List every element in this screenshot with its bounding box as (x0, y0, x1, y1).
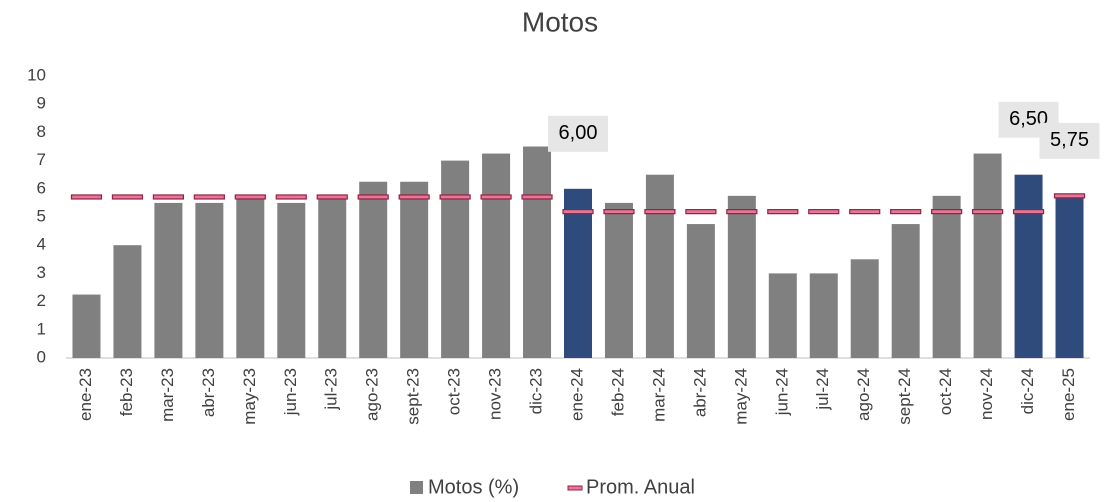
x-tick-label: nov-24 (977, 368, 996, 420)
bar (891, 224, 920, 358)
bar (482, 153, 511, 358)
bar (523, 146, 552, 358)
y-tick-label: 1 (37, 319, 46, 338)
average-marker (767, 209, 799, 215)
bar (318, 195, 347, 358)
value-label-box (548, 115, 608, 152)
bar (604, 202, 633, 358)
x-tick-label: jul-23 (322, 368, 341, 411)
y-tick-label: 9 (37, 94, 46, 113)
average-marker (890, 209, 922, 215)
x-tick-label: jun-23 (281, 368, 300, 416)
bar (973, 153, 1002, 358)
bar (768, 273, 797, 358)
value-label: 6,00 (559, 122, 598, 144)
bar (686, 224, 715, 358)
y-tick-label: 2 (37, 291, 46, 310)
chart-title: Motos (522, 6, 598, 37)
average-marker (644, 209, 676, 215)
legend-label: Motos (%) (428, 476, 519, 498)
average-marker (398, 194, 430, 200)
average-marker (193, 194, 225, 200)
bar (72, 294, 101, 358)
x-tick-label: mar-24 (649, 368, 668, 422)
legend-label: Prom. Anual (586, 476, 695, 498)
average-marker (70, 194, 103, 200)
bar (400, 181, 429, 358)
x-tick-label: dic-23 (527, 368, 546, 414)
x-tick-label: ago-23 (363, 368, 382, 421)
value-label: 5,75 (1050, 129, 1089, 151)
average-marker (439, 194, 471, 200)
x-tick-label: abr-24 (690, 368, 709, 417)
x-tick-label: dic-24 (1018, 368, 1037, 414)
average-marker (808, 209, 840, 215)
y-tick-label: 7 (37, 150, 46, 169)
legend-swatch (567, 485, 583, 491)
x-tick-label: mar-23 (158, 368, 177, 422)
average-marker (603, 209, 635, 215)
y-tick-label: 6 (37, 178, 46, 197)
y-tick-label: 5 (37, 206, 46, 225)
x-tick-label: ago-24 (854, 368, 873, 421)
bar (113, 245, 142, 358)
average-marker (152, 194, 184, 200)
bar (154, 202, 183, 358)
y-tick-label: 3 (37, 263, 46, 282)
average-marker (1053, 193, 1086, 199)
bar (809, 273, 838, 358)
average-marker (521, 194, 553, 200)
average-marker (562, 209, 594, 215)
average-marker (357, 194, 389, 200)
average-marker (1012, 209, 1045, 215)
x-tick-label: jun-24 (772, 368, 791, 416)
bar (1014, 174, 1043, 358)
x-tick-label: nov-23 (486, 368, 505, 420)
x-tick-label: sept-23 (404, 368, 423, 425)
bar (564, 188, 592, 358)
x-tick-label: ene-25 (1059, 368, 1078, 421)
x-tick-label: jul-24 (813, 368, 832, 411)
bar (277, 202, 306, 358)
y-tick-label: 0 (37, 347, 46, 366)
legend-swatch (410, 481, 423, 494)
x-tick-label: ene-23 (76, 368, 95, 421)
x-tick-label: oct-24 (936, 368, 955, 415)
y-tick-label: 10 (27, 65, 46, 84)
bar (932, 195, 961, 358)
average-marker (480, 194, 512, 200)
average-marker (971, 209, 1004, 215)
average-marker (234, 194, 266, 200)
bar (1055, 195, 1084, 358)
bar (441, 160, 470, 358)
bar (359, 181, 388, 358)
x-tick-label: may-23 (240, 368, 259, 425)
average-marker (685, 209, 717, 215)
average-marker (931, 209, 963, 215)
bar (727, 195, 756, 358)
x-tick-label: may-24 (731, 368, 750, 425)
x-tick-label: feb-23 (117, 368, 136, 416)
bar (236, 195, 265, 358)
value-label: 6,50 (1009, 108, 1048, 130)
average-marker (849, 209, 881, 215)
bar (850, 259, 879, 358)
x-tick-label: feb-24 (608, 368, 627, 416)
y-tick-label: 8 (37, 122, 46, 141)
x-tick-label: abr-23 (199, 368, 218, 417)
x-tick-label: ene-24 (567, 368, 586, 421)
average-marker (316, 194, 348, 200)
x-tick-label: sept-24 (895, 368, 914, 425)
y-tick-label: 4 (37, 235, 46, 254)
value-label-box (1039, 122, 1100, 159)
average-marker (726, 209, 758, 215)
average-marker (111, 194, 144, 200)
bar (645, 174, 674, 358)
x-tick-label: oct-23 (445, 368, 464, 415)
average-marker (275, 194, 307, 200)
bar (195, 202, 224, 358)
